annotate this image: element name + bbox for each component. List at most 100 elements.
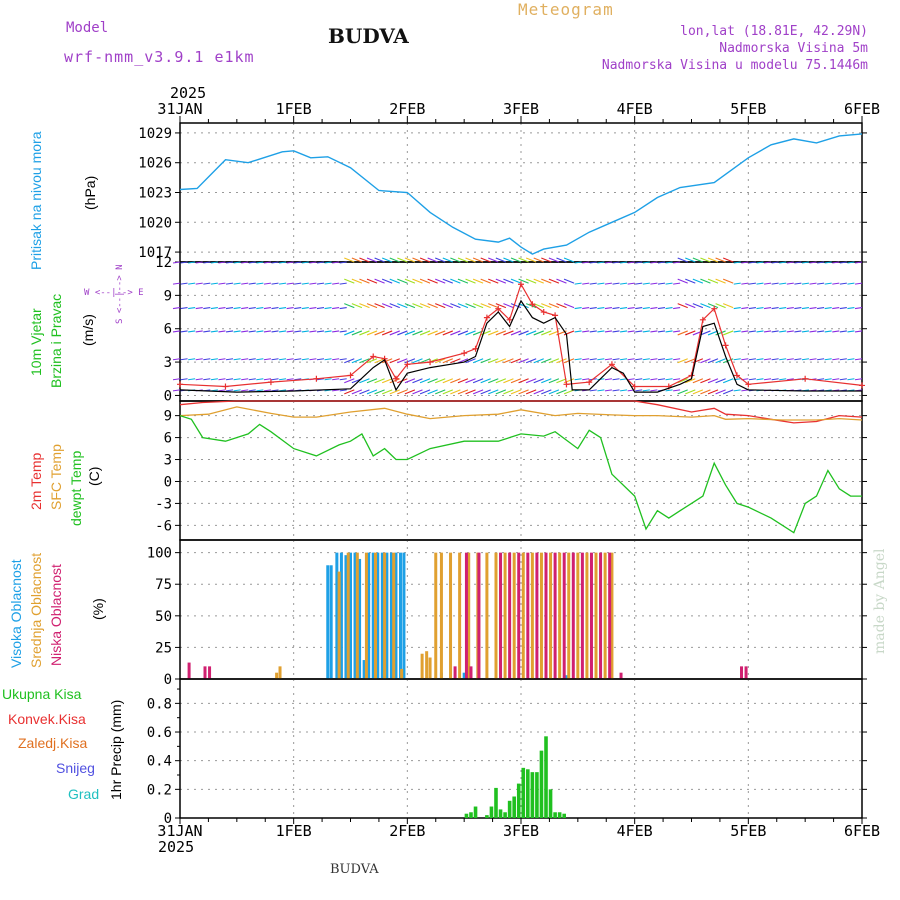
- wind-arrow: [847, 389, 855, 392]
- wind-arrow: [316, 282, 325, 285]
- wind-arrow: [763, 261, 772, 264]
- wind-arrow: [582, 282, 590, 285]
- wind-arrow: [457, 257, 469, 263]
- wind-arrow: [301, 282, 309, 285]
- wind-arrow: [722, 303, 734, 309]
- wind-arrow: [809, 330, 817, 333]
- wind-arrow: [248, 389, 256, 392]
- precip-unit: 1hr Precip (mm): [108, 699, 124, 800]
- wind-arrow: [786, 330, 794, 333]
- wind-arrow: [563, 389, 575, 395]
- wind-arrow: [397, 358, 408, 364]
- gust-point: [733, 372, 740, 379]
- wind-arrow: [756, 389, 764, 392]
- wind-arrow: [172, 261, 181, 264]
- precip-bar: [507, 800, 512, 818]
- y-tick-label: 0: [164, 811, 172, 827]
- wind-arrow: [677, 257, 688, 263]
- wind-arrow: [677, 389, 688, 395]
- cloud-bar-high: [353, 552, 357, 679]
- wind-arrow: [715, 378, 726, 384]
- wind-arrow: [218, 261, 226, 264]
- wind-arrow: [824, 261, 832, 264]
- wind-arrow: [180, 330, 188, 333]
- cloud-label-mid: Srednja Oblacnost: [28, 552, 44, 668]
- wind-arrow: [195, 330, 203, 333]
- precip-bar: [494, 787, 498, 818]
- wind-arrow: [435, 303, 446, 309]
- wind-arrow: [665, 389, 673, 392]
- wind-arrow: [419, 378, 431, 384]
- wind-arrow: [541, 378, 552, 384]
- wind-arrow: [541, 358, 552, 364]
- wind-arrow: [366, 257, 378, 263]
- precip-bar: [521, 767, 526, 818]
- wind-arrow: [366, 303, 378, 309]
- wind-arrow: [832, 358, 840, 361]
- time-label-top: 5FEB: [730, 100, 766, 118]
- wind-label-1: 10m Vjetar: [28, 308, 44, 376]
- wind-arrow: [854, 358, 863, 361]
- cloud-bar-high: [371, 552, 375, 679]
- wind-arrow: [294, 358, 302, 361]
- wind-arrow: [412, 330, 423, 336]
- wind-arrow: [366, 358, 378, 364]
- wind-arrow: [188, 307, 196, 310]
- wind-arrow: [604, 261, 613, 264]
- gust-point: [518, 281, 524, 288]
- wind-arrow: [286, 261, 294, 264]
- wind-arrow: [763, 389, 772, 392]
- cloud-bar-high: [399, 552, 403, 679]
- wind-arrow: [657, 389, 666, 392]
- wind-arrow: [495, 358, 507, 364]
- wind-arrow: [794, 307, 802, 310]
- wind-arrow: [457, 389, 469, 395]
- wind-arrow: [472, 330, 484, 336]
- wind-arrow: [582, 358, 590, 361]
- year-top: 2025: [170, 84, 207, 102]
- precip-bar: [539, 750, 544, 818]
- wind-arrow: [786, 282, 794, 285]
- wind-arrow: [847, 261, 855, 264]
- wind-arrow: [339, 389, 347, 392]
- cloud-bar-mid: [434, 552, 438, 679]
- wind-arrow: [188, 358, 196, 361]
- wind-arrow: [324, 358, 332, 361]
- wind-arrow: [248, 378, 256, 381]
- wind-arrow: [518, 278, 529, 284]
- wind-arrow: [612, 261, 620, 264]
- wind-arrows: [172, 257, 863, 395]
- wind-arrow: [381, 378, 393, 384]
- cloud-bar-low: [553, 552, 557, 679]
- wind-arrow: [541, 278, 552, 284]
- wind-arrow: [256, 389, 264, 392]
- wind-arrow: [316, 378, 325, 381]
- wind-arrow: [210, 378, 218, 381]
- wind-arrow: [279, 358, 287, 361]
- wind-arrow: [457, 358, 469, 364]
- wind-arrow: [263, 307, 272, 310]
- cloud-bar-low: [526, 552, 530, 679]
- cloud-bar-high: [335, 552, 339, 679]
- wind-arrow: [397, 257, 408, 263]
- cloud-bar-mid: [567, 552, 571, 679]
- wind-arrow: [650, 378, 658, 381]
- wind-arrow: [748, 307, 756, 310]
- wind-arrow: [339, 358, 347, 361]
- wind-arrow: [203, 282, 211, 285]
- wind-arrow: [419, 278, 431, 284]
- cloud-bar-high: [367, 552, 371, 679]
- wind-arrow: [404, 358, 416, 364]
- wind-arrow: [309, 307, 317, 310]
- wind-arrow: [756, 378, 764, 381]
- wind-arrow: [218, 282, 226, 285]
- wind-arrow: [801, 389, 810, 392]
- gust-point: [381, 355, 388, 362]
- wind-arrow: [427, 389, 438, 395]
- wind-arrow: [589, 307, 597, 310]
- wind-arrow: [839, 389, 847, 392]
- wind-arrow: [488, 389, 499, 395]
- wind-arrow: [279, 389, 287, 392]
- wind-arrow: [248, 307, 256, 310]
